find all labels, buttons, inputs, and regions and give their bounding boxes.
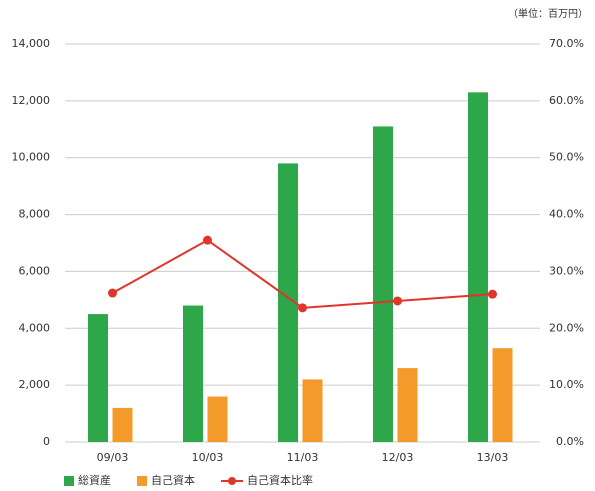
bar	[397, 368, 418, 442]
y-tick-label: 8,000	[19, 208, 51, 221]
x-tick-label: 09/03	[97, 451, 129, 464]
legend-swatch	[137, 476, 147, 486]
legend-label: 自己資本比率	[247, 473, 313, 487]
line	[112, 238, 493, 309]
y2-tick-label: 50.0%	[549, 151, 584, 164]
legend-label: 自己資本	[151, 473, 195, 487]
bar	[302, 379, 323, 442]
y2-tick-label: 40.0%	[549, 208, 584, 221]
y-tick-label: 4,000	[19, 321, 51, 334]
y2-tick-label: 0.0%	[556, 435, 584, 448]
y2-tick-label: 10.0%	[549, 378, 584, 391]
legend-dot	[228, 477, 236, 485]
bar	[207, 396, 228, 442]
y2-tick-label: 70.0%	[549, 37, 584, 50]
legend-label: 総資産	[78, 473, 111, 487]
y-tick-label: 14,000	[12, 37, 51, 50]
unit-label: （単位：百万円）	[508, 7, 588, 20]
y-tick-label: 10,000	[12, 151, 51, 164]
line-point	[203, 235, 212, 245]
y-tick-label: 6,000	[19, 264, 51, 277]
legend-swatch	[64, 476, 74, 486]
y2-tick-label: 30.0%	[549, 264, 584, 277]
bar	[468, 92, 488, 442]
y-tick-label: 12,000	[12, 94, 51, 107]
line-point	[393, 296, 402, 306]
line-point	[298, 303, 307, 313]
x-tick-label: 11/03	[287, 451, 319, 464]
bar	[492, 348, 513, 442]
x-tick-label: 13/03	[477, 451, 509, 464]
bar	[278, 163, 298, 442]
y-tick-label: 2,000	[19, 378, 51, 391]
line-point	[488, 289, 497, 299]
y-tick-label: 0	[43, 435, 50, 448]
x-tick-label: 10/03	[192, 451, 224, 464]
bar	[88, 314, 108, 442]
line-point	[108, 288, 117, 298]
bar	[373, 126, 393, 442]
y2-tick-label: 20.0%	[549, 321, 584, 334]
bar	[183, 305, 203, 442]
x-tick-label: 12/03	[382, 451, 414, 464]
y2-tick-label: 60.0%	[549, 94, 584, 107]
bar	[112, 407, 133, 442]
